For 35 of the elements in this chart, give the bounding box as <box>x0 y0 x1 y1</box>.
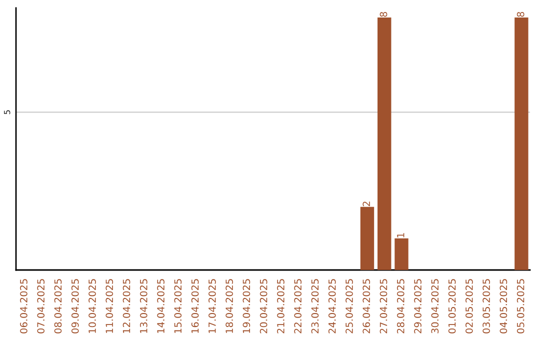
x-tick-label: 15.04.2025 <box>174 279 182 333</box>
x-tick-label: 05.05.2025 <box>516 279 524 334</box>
x-tick-label: 09.04.2025 <box>71 279 79 334</box>
x-tick-label: 24.04.2025 <box>328 279 336 334</box>
data-label: 8 <box>380 12 388 17</box>
x-tick-label: 08.04.2025 <box>54 279 62 334</box>
data-label: 1 <box>397 233 404 238</box>
data-label: 8 <box>516 12 524 17</box>
x-tick-label: 22.04.2025 <box>294 279 302 334</box>
x-tick-label: 07.04.2025 <box>37 279 45 334</box>
x-tick-label: 01.05.2025 <box>448 279 456 334</box>
x-tick-label: 11.04.2025 <box>106 279 114 333</box>
x-tick-label: 04.05.2025 <box>500 279 508 334</box>
x-tick-label: 03.05.2025 <box>482 279 490 334</box>
x-tick-label: 20.04.2025 <box>260 279 268 334</box>
y-tick-label: 5 <box>4 110 10 114</box>
x-tick-label: 27.04.2025 <box>380 279 388 334</box>
x-tick-label: 17.04.2025 <box>208 279 216 333</box>
x-tick-label: 18.04.2025 <box>226 279 233 333</box>
x-tick-label: 16.04.2025 <box>191 279 199 333</box>
x-tick-label: 10.04.2025 <box>88 279 96 333</box>
x-tick-label: 06.04.2025 <box>20 279 28 334</box>
x-tick-label: 28.04.2025 <box>396 279 404 334</box>
data-label: 2 <box>362 202 370 206</box>
x-tick-label: 25.04.2025 <box>346 279 353 334</box>
x-tick-label: 30.04.2025 <box>431 279 439 334</box>
x-tick-label: 21.04.2025 <box>277 279 284 334</box>
x-tick-label: 29.04.2025 <box>414 279 422 334</box>
x-tick-label: 19.04.2025 <box>242 279 250 333</box>
x-tick-label: 13.04.2025 <box>140 279 148 333</box>
x-tick-label: 26.04.2025 <box>362 279 370 334</box>
x-tick-label: 23.04.2025 <box>311 279 319 334</box>
x-tick-label: 12.04.2025 <box>122 279 130 333</box>
x-tick-label: 14.04.2025 <box>157 279 164 333</box>
x-tick-label: 02.05.2025 <box>466 279 473 334</box>
